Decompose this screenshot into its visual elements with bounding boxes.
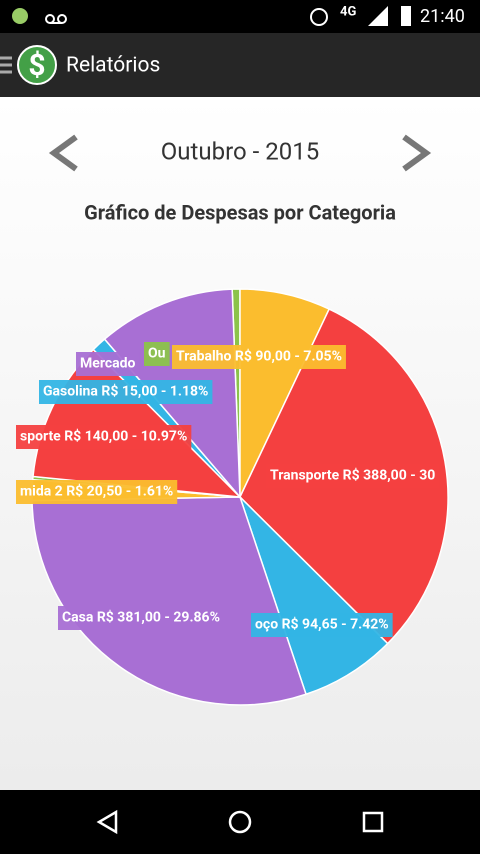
label-text: mida 2 R$ 20,50 - 1.61%: [20, 483, 173, 500]
slice-label: mida 2 R$ 20,50 - 1.61%: [16, 480, 178, 504]
label-background: [251, 613, 393, 637]
label-text: Mercado: [80, 356, 135, 372]
period: Outubro - 2015: [161, 137, 319, 165]
label-text: Trabalho R$ 90,00 - 7.05%: [176, 348, 342, 365]
slice-label: sporte R$ 140,00 - 10.97%: [16, 425, 192, 449]
label-background: [16, 425, 192, 449]
label-text: Ou: [148, 346, 166, 362]
clock: 21:40: [420, 6, 465, 27]
app-logo[interactable]: [17, 45, 57, 85]
pie-slice: [31, 496, 307, 706]
label-text: sporte R$ 140,00 - 10.97%: [20, 428, 187, 445]
network-type: 4G: [340, 4, 356, 19]
logo-dollar: $: [28, 48, 45, 83]
pie-slice: [239, 496, 389, 696]
previous-month[interactable]: [48, 134, 78, 172]
app-bar: [0, 33, 480, 97]
alarm-icon: [310, 8, 328, 26]
label-background: [16, 480, 178, 504]
label-background: [144, 342, 170, 366]
label-background: [76, 352, 140, 376]
label-text: oço R$ 94,65 - 7.42%: [255, 616, 389, 633]
label-text: Casa R$ 381,00 - 29.86%: [62, 609, 220, 626]
drawer-icon[interactable]: [0, 56, 12, 74]
navigation-bar: [0, 790, 480, 854]
label-text: Transporte R$ 388,00 - 30: [270, 467, 435, 484]
android-icon: [12, 8, 28, 24]
slice-label: oço R$ 94,65 - 7.42%: [251, 613, 393, 637]
signal-icon: [368, 6, 388, 26]
label-background: [172, 345, 346, 369]
label-background: [58, 606, 224, 630]
label-text: Gasolina R$ 15,00 - 1.18%: [43, 383, 208, 400]
pie-chart: [31, 288, 449, 706]
recents-button[interactable]: [362, 811, 384, 833]
slice-label: Ou: [144, 342, 170, 366]
chart-title: Gráfico de Despesas por Categoria: [84, 200, 396, 224]
label-background: [39, 380, 213, 404]
battery-icon: [401, 6, 411, 26]
voicemail-icon: [45, 14, 67, 24]
back-button[interactable]: [96, 809, 118, 835]
slice-label: Trabalho R$ 90,00 - 7.05%: [172, 345, 346, 369]
slice-label: Mercado: [76, 352, 140, 376]
status-bar: [0, 0, 480, 33]
next-month[interactable]: [402, 134, 432, 172]
label-background: [266, 464, 440, 488]
slice-labels: Mercado Ou Trabalho R$ 90,00 - 7.05% Transp…: [16, 342, 440, 637]
home-button[interactable]: [228, 810, 252, 834]
slice-label: Transporte R$ 388,00 - 30: [266, 464, 440, 488]
slice-label: Gasolina R$ 15,00 - 1.18%: [39, 380, 213, 404]
app-title: Relatórios: [66, 54, 160, 78]
slice-label: Casa R$ 381,00 - 29.86%: [58, 606, 224, 630]
